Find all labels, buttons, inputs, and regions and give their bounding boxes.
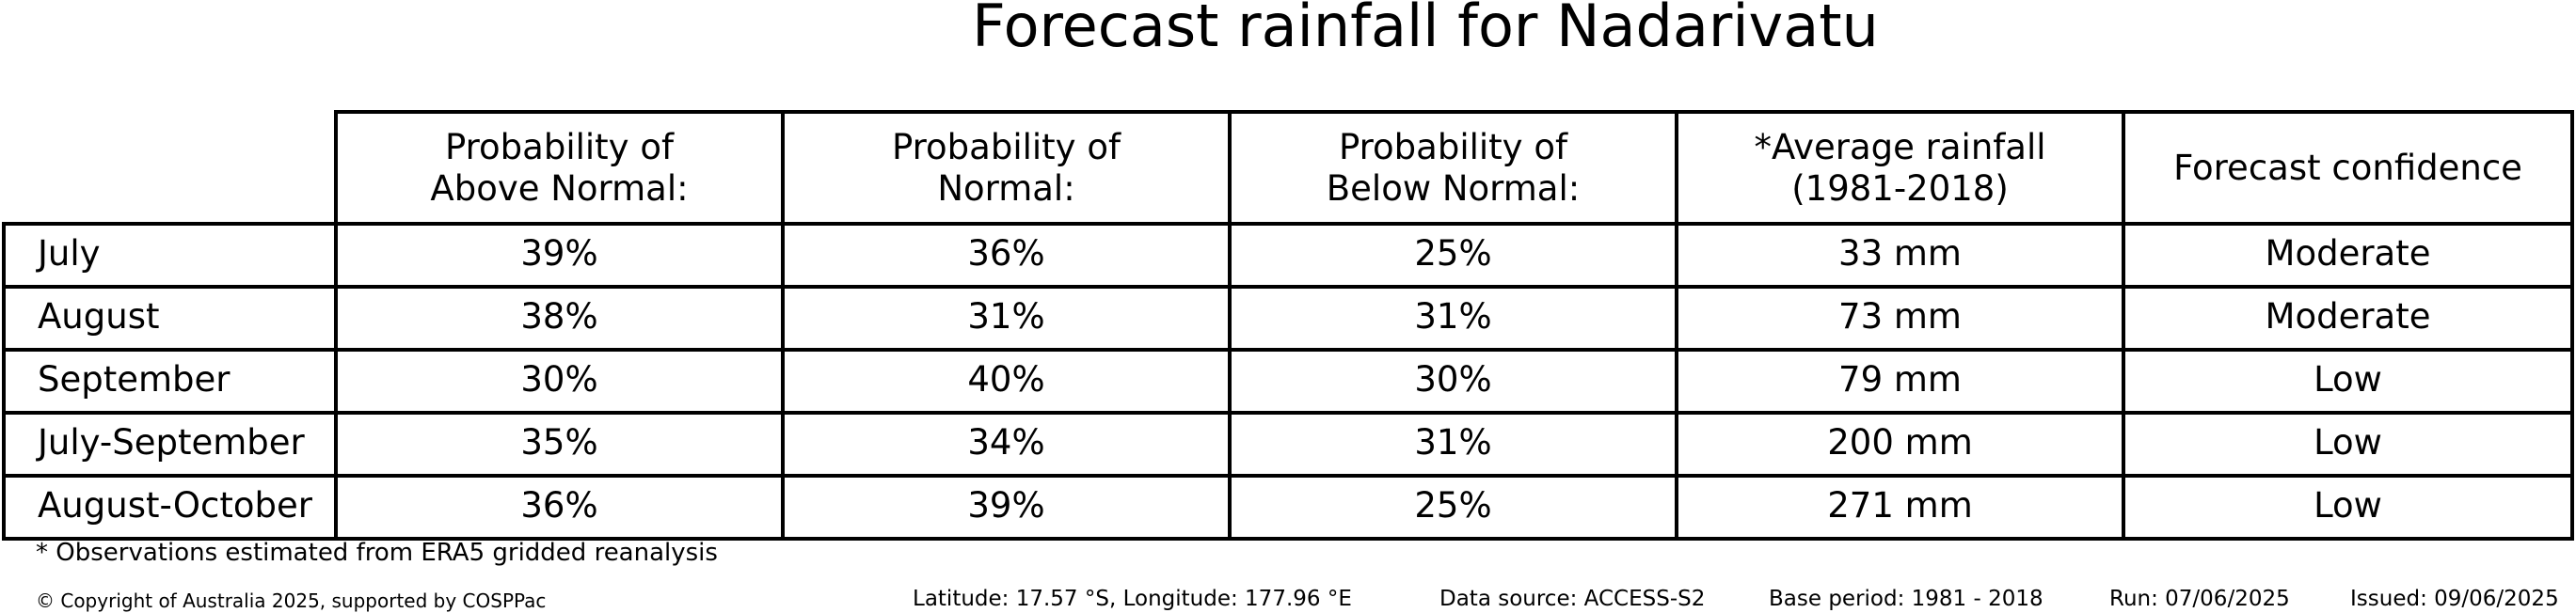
- table-row: August 38% 31% 31% 73 mm Moderate: [2, 285, 2574, 352]
- average-rainfall-cell: 73 mm: [1675, 285, 2125, 352]
- header-line: Below Normal:: [1326, 167, 1581, 209]
- forecast-table: Probability of Above Normal: Probability…: [2, 110, 2574, 541]
- header-line: *Average rainfall: [1754, 126, 2046, 167]
- above-normal-cell: 30%: [334, 348, 785, 415]
- above-normal-cell: 35%: [334, 411, 785, 478]
- base-period-text: Base period: 1981 - 2018: [1769, 587, 2043, 611]
- header-line: Normal:: [937, 167, 1075, 209]
- data-source-text: Data source: ACCESS-S2: [1439, 587, 1706, 611]
- column-header-below-normal: Probability of Below Normal:: [1228, 110, 1678, 226]
- column-header-average-rainfall: *Average rainfall (1981-2018): [1675, 110, 2125, 226]
- confidence-cell: Low: [2122, 474, 2574, 541]
- footnote: * Observations estimated from ERA5 gridd…: [36, 539, 718, 567]
- table-row: July 39% 36% 25% 33 mm Moderate: [2, 222, 2574, 289]
- table-corner-cell: [4, 112, 338, 226]
- below-normal-cell: 25%: [1228, 474, 1678, 541]
- column-header-normal: Probability of Normal:: [781, 110, 1232, 226]
- average-rainfall-cell: 79 mm: [1675, 348, 2125, 415]
- copyright-text: © Copyright of Australia 2025, supported…: [36, 589, 547, 612]
- period-cell: August-October: [2, 474, 338, 541]
- average-rainfall-cell: 33 mm: [1675, 222, 2125, 289]
- period-cell: September: [2, 348, 338, 415]
- normal-cell: 31%: [781, 285, 1232, 352]
- header-line: Probability of: [891, 126, 1121, 167]
- above-normal-cell: 36%: [334, 474, 785, 541]
- table-row: August-October 36% 39% 25% 271 mm Low: [2, 474, 2574, 541]
- header-line: Probability of: [444, 126, 674, 167]
- below-normal-cell: 30%: [1228, 348, 1678, 415]
- below-normal-cell: 25%: [1228, 222, 1678, 289]
- below-normal-cell: 31%: [1228, 411, 1678, 478]
- period-cell: August: [2, 285, 338, 352]
- table-header-row: Probability of Above Normal: Probability…: [4, 110, 2574, 226]
- column-header-forecast-confidence: Forecast confidence: [2122, 110, 2574, 226]
- above-normal-cell: 39%: [334, 222, 785, 289]
- issued-date-text: Issued: 09/06/2025: [2350, 587, 2559, 611]
- average-rainfall-cell: 200 mm: [1675, 411, 2125, 478]
- below-normal-cell: 31%: [1228, 285, 1678, 352]
- normal-cell: 40%: [781, 348, 1232, 415]
- confidence-cell: Moderate: [2122, 285, 2574, 352]
- header-line: Above Normal:: [430, 167, 689, 209]
- period-cell: July-September: [2, 411, 338, 478]
- confidence-cell: Low: [2122, 411, 2574, 478]
- confidence-cell: Low: [2122, 348, 2574, 415]
- header-line: Forecast confidence: [2173, 147, 2522, 188]
- confidence-cell: Moderate: [2122, 222, 2574, 289]
- run-date-text: Run: 07/06/2025: [2109, 587, 2290, 611]
- above-normal-cell: 38%: [334, 285, 785, 352]
- table-row: September 30% 40% 30% 79 mm Low: [2, 348, 2574, 415]
- header-line: Probability of: [1338, 126, 1567, 167]
- normal-cell: 34%: [781, 411, 1232, 478]
- location-text: Latitude: 17.57 °S, Longitude: 177.96 °E: [913, 587, 1352, 611]
- page-title: Forecast rainfall for Nadarivatu: [972, 0, 1879, 60]
- header-line: (1981-2018): [1791, 167, 2009, 209]
- average-rainfall-cell: 271 mm: [1675, 474, 2125, 541]
- table-row: July-September 35% 34% 31% 200 mm Low: [2, 411, 2574, 478]
- normal-cell: 39%: [781, 474, 1232, 541]
- column-header-above-normal: Probability of Above Normal:: [334, 110, 785, 226]
- normal-cell: 36%: [781, 222, 1232, 289]
- period-cell: July: [2, 222, 338, 289]
